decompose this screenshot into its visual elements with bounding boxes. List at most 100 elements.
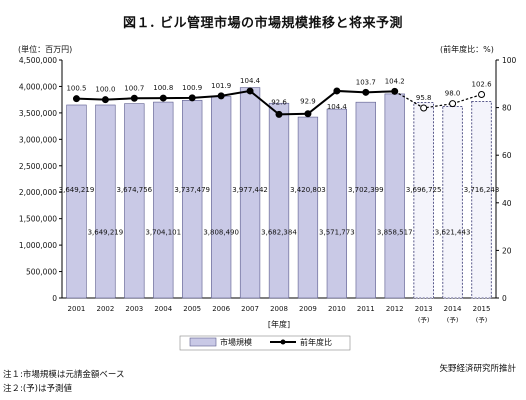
legend-bar-swatch <box>189 337 217 347</box>
x-tick-label: 2001 <box>68 305 86 313</box>
ratio-value-label: 98.0 <box>445 90 461 98</box>
bar-value-label: 3,702,399 <box>348 186 384 194</box>
bar-value-label: 3,674,756 <box>117 186 153 194</box>
left-tick-label: 1,000,000 <box>19 241 57 250</box>
ratio-point <box>478 91 486 99</box>
legend-bar-label: 市場規模 <box>220 337 252 347</box>
x-tick-label: 2012 <box>386 305 404 313</box>
forecast-mark: (予) <box>476 316 488 324</box>
bar-market-size <box>471 100 492 299</box>
ratio-point <box>333 87 341 95</box>
ratio-point <box>391 87 399 95</box>
ratio-point <box>449 100 457 108</box>
x-tick-label: 2006 <box>212 305 230 313</box>
ratio-point <box>72 95 80 103</box>
legend-line-label: 前年度比 <box>300 337 332 347</box>
left-tick-label: 500,000 <box>26 268 57 277</box>
ratio-value-label: 100.7 <box>124 84 144 92</box>
left-axis-unit: (単位：百万円) <box>18 45 73 54</box>
bar-market-size <box>182 100 203 299</box>
ratio-point <box>304 110 312 118</box>
bar-market-size <box>413 101 435 299</box>
left-tick-label: 1,500,000 <box>19 215 57 224</box>
right-tick-label: 80 <box>502 104 512 113</box>
note-2: 注２:(予)は予測値 <box>3 384 72 394</box>
ratio-value-label: 92.6 <box>271 98 287 106</box>
right-tick-label: 100 <box>502 56 517 65</box>
left-tick-label: 3,000,000 <box>19 135 57 144</box>
bar-market-size <box>95 104 116 299</box>
bar-market-size <box>268 102 290 299</box>
bar-market-size <box>66 104 87 299</box>
ratio-value-label: 92.9 <box>300 98 316 106</box>
bar-value-label: 3,977,442 <box>232 186 268 194</box>
right-tick-label: 40 <box>502 199 512 208</box>
ratio-point <box>130 94 138 102</box>
bar-value-label: 3,571,773 <box>319 229 355 237</box>
bar-value-label: 3,737,479 <box>174 186 210 194</box>
left-tick-label: 4,500,000 <box>19 56 57 65</box>
ratio-point <box>420 104 428 112</box>
x-tick-label: 2011 <box>357 305 375 313</box>
x-tick-label: 2005 <box>183 305 201 313</box>
right-tick-label: 0 <box>502 294 507 303</box>
left-tick-label: 2,500,000 <box>19 162 57 171</box>
ratio-value-label: 101.9 <box>211 82 231 90</box>
ratio-value-label: 100.9 <box>182 84 202 92</box>
note-1: 注１:市場規模は元請金額ベース <box>3 370 125 380</box>
bar-value-label: 3,696,725 <box>406 186 442 194</box>
x-tick-label: 2015 <box>473 305 491 313</box>
bar-value-label: 3,716,243 <box>464 186 500 194</box>
chart-title: 図１. ビル管理市場の市場規模推移と将来予測 <box>122 16 404 31</box>
ratio-value-label: 100.5 <box>66 85 86 93</box>
ratio-point <box>275 110 283 118</box>
ratio-value-label: 100.8 <box>153 84 173 92</box>
ratio-point <box>217 92 225 100</box>
x-tick-label: 2010 <box>328 305 346 313</box>
ratio-value-label: 102.6 <box>472 81 493 89</box>
left-tick-label: 4,000,000 <box>19 82 57 91</box>
bar-value-label: 3,858,517 <box>377 229 413 237</box>
ratio-value-label: 104.4 <box>327 103 348 111</box>
right-tick-label: 60 <box>502 151 512 160</box>
x-tick-label: 2004 <box>154 305 172 313</box>
bar-market-size <box>153 101 174 299</box>
bar-market-size <box>297 116 319 299</box>
x-axis-label: [年度] <box>268 319 290 329</box>
ratio-point <box>246 87 254 95</box>
ratio-value-label: 103.7 <box>356 78 376 86</box>
legend-box <box>179 335 351 351</box>
left-tick-label: 3,500,000 <box>19 109 57 118</box>
right-axis-unit: (前年度比：%) <box>440 45 494 54</box>
x-tick-label: 2002 <box>96 305 114 313</box>
left-tick-label: 2,000,000 <box>19 188 57 197</box>
bar-market-size <box>355 101 376 299</box>
left-tick-label: 0 <box>52 294 57 303</box>
bar-value-label: 3,682,384 <box>261 229 297 237</box>
bar-value-label: 3,420,803 <box>290 186 326 194</box>
ratio-value-label: 104.4 <box>240 77 261 85</box>
ratio-value-label: 104.2 <box>385 77 405 85</box>
ratio-value-label: 100.0 <box>95 86 115 94</box>
x-tick-label: 2007 <box>241 305 259 313</box>
ratio-point <box>101 96 109 104</box>
legend-line-marker <box>280 339 286 345</box>
forecast-mark: (予) <box>447 316 459 324</box>
source-credit: 矢野経済研究所推計 <box>439 364 516 374</box>
x-tick-label: 2003 <box>125 305 143 313</box>
bar-market-size <box>384 93 405 299</box>
bar-value-label: 3,649,219 <box>88 229 124 237</box>
x-tick-label: 2008 <box>270 305 288 313</box>
x-tick-label: 2009 <box>299 305 317 313</box>
ratio-point <box>362 88 370 96</box>
bar-market-size <box>210 96 232 299</box>
bar-value-label: 3,649,219 <box>59 186 95 194</box>
bar-value-label: 3,621,443 <box>435 229 471 237</box>
ratio-value-label: 95.8 <box>416 94 432 102</box>
ratio-point <box>159 94 167 102</box>
bar-market-size <box>124 103 145 299</box>
x-tick-label: 2014 <box>444 305 462 313</box>
bar-market-size <box>442 105 463 299</box>
right-tick-label: 20 <box>502 246 512 255</box>
